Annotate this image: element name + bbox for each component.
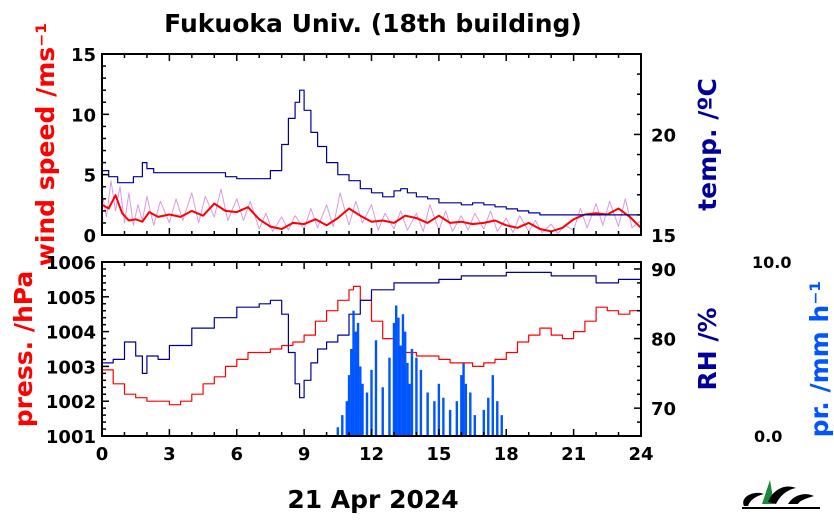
precip-bar [491, 375, 494, 436]
precip-bar [352, 310, 355, 436]
y-left-tick-label: 1006 [46, 253, 96, 274]
precip-bar [381, 387, 384, 436]
precip-bar [395, 305, 398, 436]
precip-bar [341, 415, 344, 436]
precip-bar [356, 322, 360, 436]
precip-bar [496, 401, 499, 436]
precip-bar [487, 397, 490, 436]
precip-bar [392, 322, 396, 436]
precip-bar [448, 409, 452, 436]
y-right2-tick-label: 10.0 [752, 253, 791, 272]
precip-bar [354, 331, 357, 436]
y-left-tick-label: 0 [83, 226, 96, 247]
precip-bar [345, 401, 348, 436]
y-right-tick-label: 20 [651, 125, 676, 146]
x-tick-label: 0 [96, 444, 109, 465]
y-right-tick-label: 15 [651, 226, 676, 247]
x-tick-label: 9 [298, 444, 311, 465]
institution-logo [742, 480, 820, 509]
y-left-tick-label: 15 [71, 45, 96, 66]
precip-bar [455, 401, 459, 436]
y-right2-axis-title: pr. /mm h⁻¹ [805, 281, 834, 438]
precip-bar [401, 314, 405, 436]
x-tick-label: 12 [359, 444, 384, 465]
y-right2-tick-label: 0.0 [754, 427, 782, 446]
precip-bar [347, 375, 351, 436]
y-left-tick-label: 1002 [46, 392, 96, 413]
precip-bar [388, 357, 391, 436]
precip-bar [437, 383, 441, 436]
y-right-tick-label: 80 [651, 330, 676, 351]
precip-bar [469, 392, 472, 436]
series-line-temp [102, 89, 641, 216]
precip-bar [359, 366, 362, 436]
chart-title: Fukuoka Univ. (18th building) [164, 9, 582, 38]
x-tick-label: 3 [163, 444, 176, 465]
precip-bar [482, 409, 485, 436]
precip-bar [361, 383, 364, 436]
y-left-tick-label: 1005 [46, 288, 96, 309]
precip-bar [500, 415, 503, 436]
precip-bar [374, 340, 378, 436]
x-tick-label: 18 [494, 444, 519, 465]
precip-bar [460, 375, 463, 436]
y-left-tick-label: 1003 [46, 357, 96, 378]
precip-bar [442, 397, 445, 436]
precip-bar [336, 427, 340, 436]
x-tick-label: 21 [561, 444, 586, 465]
precip-bar [403, 331, 407, 436]
series-line-rh [102, 271, 642, 399]
x-tick-label: 24 [628, 444, 653, 465]
y-left-tick-label: 10 [71, 105, 96, 126]
plot-frame-top [101, 53, 642, 236]
precip-bar [408, 383, 411, 436]
precip-bar [426, 392, 429, 436]
precip-bar [365, 392, 369, 436]
precip-bar [415, 357, 418, 436]
precip-bar [350, 349, 353, 436]
y-right-axis-title: temp. /ºC [693, 78, 722, 211]
precip-bar [410, 349, 414, 436]
precip-bar [399, 345, 402, 436]
y-right-tick-label: 70 [651, 399, 676, 420]
precip-bar [397, 317, 400, 436]
y-right-axis-title: RH /% [693, 307, 722, 390]
y-left-tick-label: 1001 [46, 427, 96, 448]
x-axis-date-label: 21 Apr 2024 [287, 485, 458, 514]
precip-bar [464, 383, 468, 436]
series-line-wind [101, 194, 642, 233]
y-left-tick-label: 5 [83, 166, 96, 187]
precip-bar [370, 369, 373, 436]
precip-bar [406, 362, 409, 436]
y-left-axis-title: wind speed /ms⁻¹ [31, 23, 60, 267]
y-left-tick-label: 1004 [46, 323, 96, 344]
x-tick-label: 6 [230, 444, 243, 465]
y-right-tick-label: 90 [651, 260, 676, 281]
precip-bar [419, 369, 423, 436]
x-tick-label: 15 [426, 444, 451, 465]
precip-bar [433, 401, 436, 436]
precip-bar [462, 362, 465, 436]
y-left-axis-title: press. /hPa [9, 271, 38, 428]
precip-bar [473, 415, 477, 436]
